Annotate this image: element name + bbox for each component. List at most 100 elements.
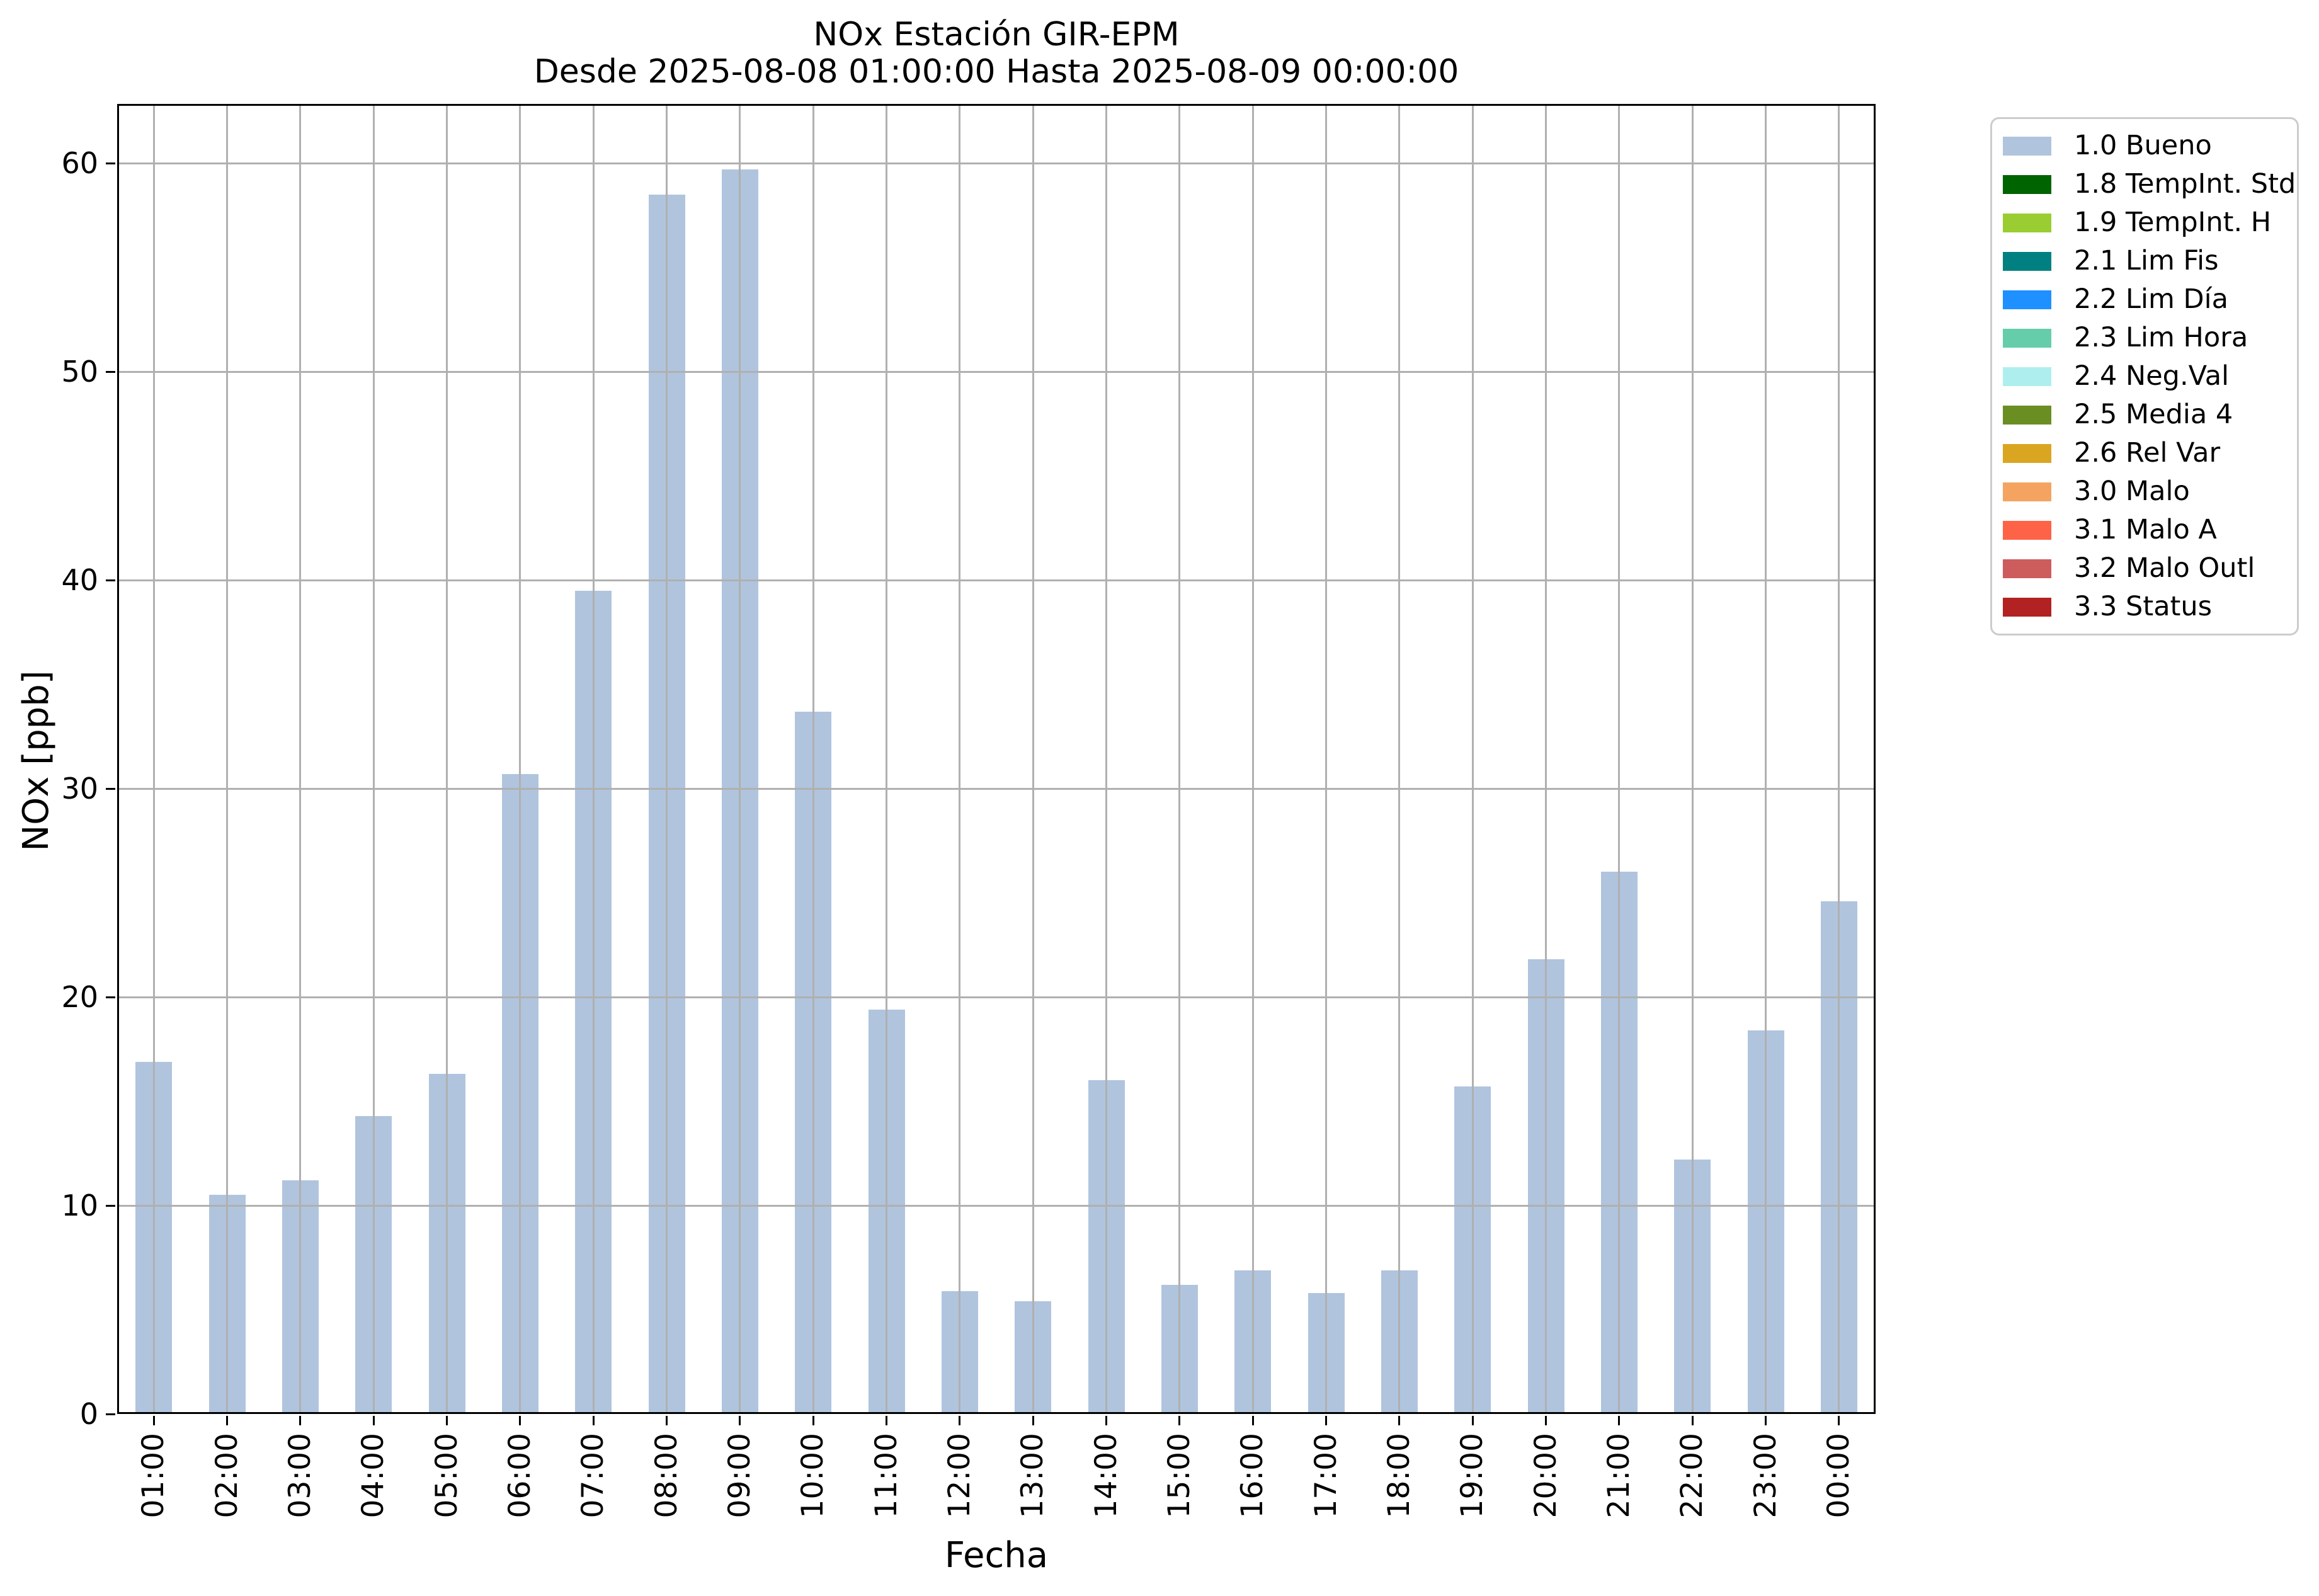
legend-item: 3.1 Malo A [1992, 511, 2297, 549]
legend-label: 3.0 Malo [2074, 476, 2190, 507]
x-gridline [1765, 104, 1767, 1414]
x-gridline [519, 104, 521, 1414]
x-tick-label: 06:00 [502, 1433, 537, 1519]
y-tick-mark [106, 162, 115, 164]
x-tick-mark [1618, 1416, 1621, 1425]
legend-label: 1.0 Bueno [2074, 130, 2212, 161]
x-tick-label: 12:00 [942, 1433, 977, 1519]
legend-item: 3.2 Malo Outl [1992, 549, 2297, 588]
x-tick-label: 23:00 [1748, 1433, 1783, 1519]
legend-swatch [2003, 290, 2051, 309]
y-tick-mark [106, 996, 115, 998]
legend-swatch [2003, 482, 2051, 501]
legend-label: 2.1 Lim Fis [2074, 245, 2219, 276]
x-tick-mark [812, 1416, 814, 1425]
x-gridline [592, 104, 595, 1414]
x-gridline [1105, 104, 1107, 1414]
x-gridline [959, 104, 961, 1414]
legend-label: 3.3 Status [2074, 591, 2213, 622]
x-tick-mark [1545, 1416, 1547, 1425]
x-gridline [1691, 104, 1694, 1414]
x-tick-mark [666, 1416, 668, 1425]
x-gridline [812, 104, 814, 1414]
x-axis-label: Fecha [944, 1535, 1049, 1576]
x-tick-label: 03:00 [282, 1433, 317, 1519]
x-gridline [666, 104, 668, 1414]
y-tick-mark [106, 579, 115, 581]
legend-swatch [2003, 367, 2051, 386]
x-gridline [1618, 104, 1621, 1414]
legend-label: 2.4 Neg.Val [2074, 360, 2230, 392]
y-tick-mark [106, 1413, 115, 1415]
legend-label: 2.2 Lim Día [2074, 283, 2228, 315]
legend-label: 3.1 Malo A [2074, 514, 2217, 545]
legend-item: 1.8 TempInt. Std [1992, 165, 2297, 203]
x-tick-mark [1398, 1416, 1401, 1425]
x-tick-label: 15:00 [1161, 1433, 1197, 1519]
x-tick-mark [519, 1416, 521, 1425]
legend-label: 2.5 Media 4 [2074, 399, 2233, 430]
x-gridline [886, 104, 887, 1414]
x-tick-mark [446, 1416, 448, 1425]
x-tick-label: 00:00 [1821, 1433, 1856, 1519]
x-tick-label: 14:00 [1088, 1433, 1124, 1519]
legend-item: 2.4 Neg.Val [1992, 357, 2297, 396]
x-tick-mark [1691, 1416, 1694, 1425]
y-tick-mark [106, 1204, 115, 1207]
x-tick-mark [592, 1416, 595, 1425]
x-gridline [1178, 104, 1181, 1414]
y-tick-mark [106, 370, 115, 373]
y-tick-label: 30 [61, 772, 98, 806]
legend-swatch [2003, 405, 2051, 425]
y-tick-label: 50 [61, 355, 98, 389]
legend-item: 2.6 Rel Var [1992, 434, 2297, 472]
legend-label: 1.9 TempInt. H [2074, 207, 2272, 238]
x-gridline [299, 104, 302, 1414]
legend-swatch [2003, 328, 2051, 348]
y-gridline [117, 996, 1876, 998]
x-tick-mark [1325, 1416, 1327, 1425]
x-gridline [372, 104, 375, 1414]
y-tick-label: 10 [61, 1188, 98, 1223]
x-gridline [152, 104, 155, 1414]
x-tick-label: 13:00 [1015, 1433, 1051, 1519]
x-tick-mark [1032, 1416, 1034, 1425]
x-tick-label: 08:00 [649, 1433, 684, 1519]
x-tick-mark [299, 1416, 302, 1425]
y-gridline [117, 787, 1876, 790]
legend-swatch [2003, 136, 2051, 156]
legend-item: 1.0 Bueno [1992, 127, 2297, 165]
x-tick-mark [1765, 1416, 1767, 1425]
x-tick-mark [1251, 1416, 1254, 1425]
x-gridline [1545, 104, 1547, 1414]
plot-area [117, 104, 1876, 1414]
y-tick-label: 40 [61, 563, 98, 597]
legend-label: 3.2 Malo Outl [2074, 552, 2255, 584]
x-tick-mark [1178, 1416, 1181, 1425]
x-tick-label: 16:00 [1235, 1433, 1270, 1519]
x-gridline [1471, 104, 1474, 1414]
legend-item: 3.0 Malo [1992, 472, 2297, 511]
x-tick-label: 20:00 [1528, 1433, 1563, 1519]
x-gridline [1838, 104, 1840, 1414]
x-tick-label: 21:00 [1601, 1433, 1636, 1519]
x-tick-mark [886, 1416, 887, 1425]
legend-item: 1.9 TempInt. H [1992, 203, 2297, 242]
legend-item: 2.5 Media 4 [1992, 396, 2297, 434]
x-tick-mark [1471, 1416, 1474, 1425]
y-gridline [117, 1204, 1876, 1207]
chart-title-line2: Desde 2025-08-08 01:00:00 Hasta 2025-08-… [533, 53, 1459, 91]
chart-title-line1: NOx Estación GIR-EPM [813, 16, 1180, 54]
x-tick-label: 02:00 [209, 1433, 244, 1519]
legend-swatch [2003, 251, 2051, 271]
legend-label: 2.3 Lim Hora [2074, 322, 2248, 353]
legend: 1.0 Bueno 1.8 TempInt. Std 1.9 TempInt. H 2… [1990, 117, 2299, 636]
x-gridline [1032, 104, 1034, 1414]
x-tick-mark [959, 1416, 961, 1425]
x-tick-label: 05:00 [429, 1433, 464, 1519]
x-gridline [1325, 104, 1327, 1414]
x-tick-label: 01:00 [136, 1433, 171, 1519]
x-gridline [1398, 104, 1401, 1414]
x-gridline [1251, 104, 1254, 1414]
y-gridline [117, 370, 1876, 373]
